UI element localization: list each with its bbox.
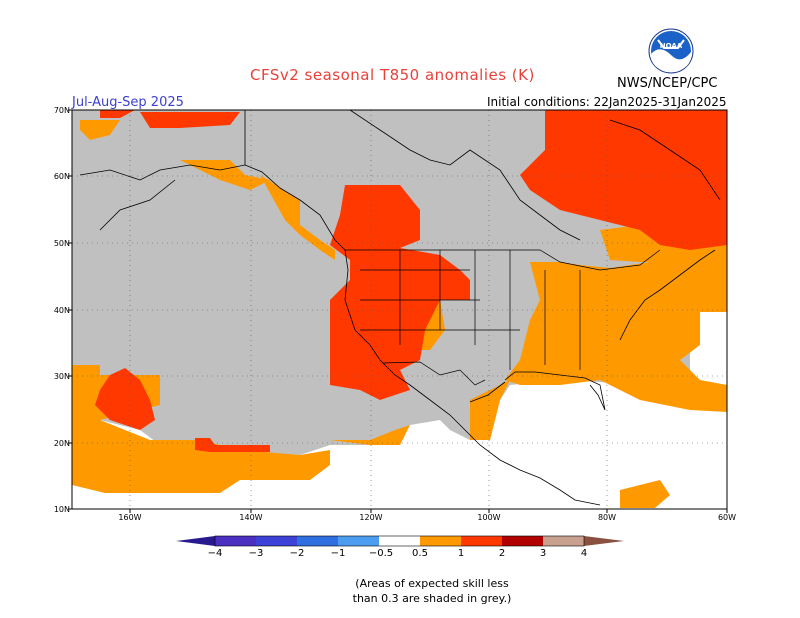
lon-label-120w: 120W [359,513,383,522]
colorbar-bin-neg1 [338,536,379,546]
colorbar-bin-neutral [379,536,420,546]
colorbar-bin-3 [543,536,584,546]
colorbar-label: −0.5 [368,548,394,559]
axis-ticks [68,109,728,513]
lat-label-10n: 10N [53,505,70,514]
lon-label-60w: 60W [717,513,737,522]
colorbar-bin-1 [461,536,502,546]
colorbar-bin-2 [502,536,543,546]
colorbar-label: 3 [539,548,547,559]
lat-label-40n: 40N [53,306,70,315]
lat-lon-grid [72,110,727,509]
skill-note-line2: than 0.3 are shaded in grey.) [352,592,512,605]
lon-label-80w: 80W [597,513,617,522]
lat-label-50n: 50N [53,239,70,248]
colorbar-label: 0.5 [412,548,428,559]
lat-label-70n: 70N [53,106,70,115]
map-title: CFSv2 seasonal T850 anomalies (K) [250,66,535,84]
colorbar-bin-neg4 [215,536,256,546]
colorbar-low-arrow [176,536,215,546]
lon-label-160w: 160W [118,513,142,522]
initial-conditions: Initial conditions: 22Jan2025-31Jan2025 [487,95,727,109]
lon-label-140w: 140W [239,513,263,522]
skill-note-line1: (Areas of expected skill less [355,577,509,590]
season-label: Jul-Aug-Sep 2025 [72,95,184,110]
lat-label-30n: 30N [53,372,70,381]
colorbar-bin-neg3 [256,536,297,546]
colorbar-label: 2 [498,548,506,559]
logo-text: NOAA [660,42,683,50]
colorbar-label: 4 [580,548,588,559]
coastlines [79,110,721,506]
organization-label: NWS/NCEP/CPC [617,76,718,91]
colorbar-label: −4 [207,548,223,559]
colorbar-bin-05 [420,536,461,546]
lat-label-20n: 20N [53,439,70,448]
colorbar-label: −1 [330,548,346,559]
noaa-logo: NOAA [648,28,694,74]
colorbar-label: −2 [289,548,305,559]
colorbar-high-arrow [584,536,624,546]
lon-label-100w: 100W [477,513,501,522]
skill-note: (Areas of expected skill less than 0.3 a… [342,576,522,606]
colorbar-bin-neg2 [297,536,338,546]
colorbar-label: −3 [248,548,264,559]
lat-label-60n: 60N [53,172,70,181]
colorbar-label: 1 [457,548,465,559]
country-borders [345,249,661,386]
